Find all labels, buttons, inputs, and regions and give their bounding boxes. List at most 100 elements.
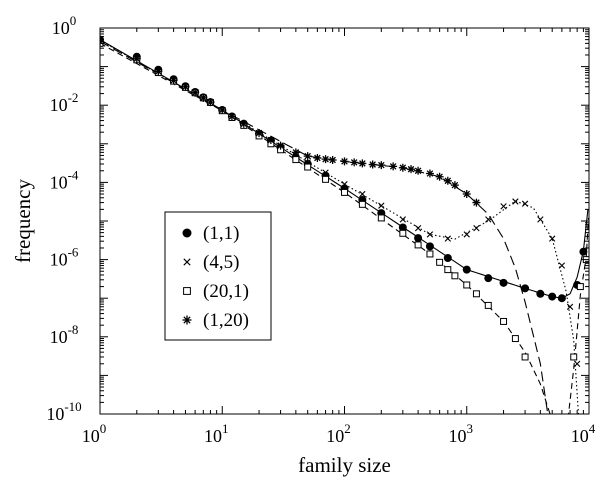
data-point	[436, 258, 444, 266]
data-point	[425, 242, 434, 251]
data-point	[304, 163, 312, 171]
x-tick-label: 102	[326, 421, 351, 446]
data-point	[218, 106, 227, 115]
data-point	[206, 98, 215, 107]
data-point	[407, 165, 416, 174]
data-point	[328, 156, 337, 165]
data-point	[462, 265, 471, 274]
y-axis-ticks: 100 10-2 10-4 10-6 10-8 10-10	[46, 13, 589, 424]
data-point	[521, 284, 530, 293]
data-point	[473, 225, 480, 232]
data-point	[199, 93, 208, 102]
data-point	[169, 76, 178, 85]
data-point	[276, 141, 285, 150]
data-point	[500, 203, 507, 210]
data-point	[549, 235, 556, 242]
data-point	[182, 228, 192, 238]
y-axis-label: frequency	[11, 179, 35, 263]
data-point	[425, 169, 434, 178]
data-point	[255, 129, 264, 138]
data-point	[472, 290, 480, 298]
data-point	[548, 292, 557, 301]
data-point	[239, 119, 248, 128]
data-point	[399, 229, 407, 237]
data-point	[132, 54, 141, 63]
data-point	[191, 88, 200, 97]
data-point	[303, 152, 312, 161]
x-axis-label: family size	[298, 453, 391, 477]
data-point	[500, 317, 508, 325]
data-point	[573, 360, 581, 367]
x-axis-ticks: 100 101 102 103 104	[82, 28, 596, 446]
data-point	[443, 254, 452, 263]
legend-label: (1,1)	[203, 223, 239, 244]
data-point	[398, 163, 407, 172]
data-point	[521, 200, 529, 207]
data-point	[537, 216, 544, 223]
data-point	[181, 82, 190, 91]
data-point	[398, 223, 407, 232]
data-point	[435, 172, 444, 181]
data-point	[414, 241, 422, 249]
y-tick-label: 100	[52, 13, 77, 38]
data-point	[266, 136, 275, 145]
data-point	[472, 198, 481, 207]
data-point	[322, 169, 329, 176]
data-point	[350, 158, 359, 167]
data-point	[484, 301, 492, 309]
data-point	[444, 235, 452, 242]
data-point	[341, 188, 348, 196]
data-point	[414, 234, 423, 243]
data-point	[414, 225, 422, 232]
data-point	[368, 160, 377, 169]
data-point	[521, 353, 529, 361]
data-point	[444, 266, 452, 274]
x-tick-label: 104	[571, 421, 596, 446]
data-point	[378, 202, 385, 209]
x-tick-label: 101	[204, 421, 229, 446]
data-point	[183, 287, 191, 295]
data-point	[182, 315, 192, 325]
data-point	[451, 272, 459, 280]
data-point	[154, 67, 163, 76]
data-point	[358, 200, 366, 208]
series-line	[100, 42, 589, 414]
y-tick-label: 10-10	[46, 399, 81, 424]
data-point	[426, 250, 434, 258]
data-point	[512, 198, 519, 205]
data-point	[463, 281, 471, 289]
series-line	[100, 40, 549, 414]
data-point	[511, 335, 519, 343]
data-point	[558, 262, 566, 269]
series-markers	[100, 35, 589, 367]
x-tick-label: 100	[82, 421, 107, 446]
data-point	[576, 283, 584, 291]
data-point	[389, 162, 398, 171]
data-point	[570, 353, 578, 361]
data-point	[463, 231, 470, 238]
data-point	[536, 289, 545, 298]
data-point	[321, 155, 330, 164]
data-point	[340, 157, 349, 166]
data-point	[484, 274, 493, 283]
data-point	[399, 216, 407, 223]
legend: (1,1) (4,5) (20,1) (1,20)	[164, 211, 272, 341]
data-point	[292, 156, 300, 164]
data-point	[414, 166, 423, 175]
data-point	[183, 258, 191, 266]
data-point	[450, 181, 459, 190]
data-point	[579, 247, 588, 256]
data-point	[462, 190, 471, 199]
data-point	[426, 231, 434, 238]
data-point	[566, 303, 574, 310]
legend-label: (20,1)	[203, 281, 249, 302]
data-point	[377, 161, 386, 170]
data-point	[499, 278, 508, 287]
legend-label: (4,5)	[203, 252, 239, 273]
data-point	[485, 216, 492, 223]
data-point	[341, 180, 348, 188]
x-tick-label: 103	[449, 421, 474, 446]
data-point	[377, 214, 385, 222]
data-point	[313, 153, 322, 162]
